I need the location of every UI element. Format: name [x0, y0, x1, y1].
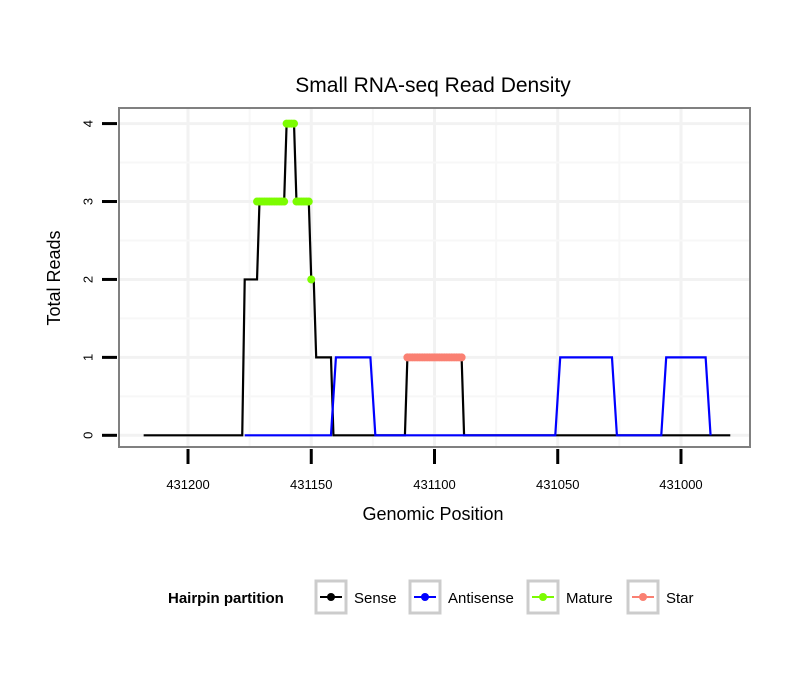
plot-border — [118, 107, 751, 448]
y-tick-label: 3 — [80, 198, 95, 205]
x-tick-label: 431200 — [166, 477, 209, 492]
legend-key-point-antisense — [421, 593, 429, 601]
legend-key-point-star — [639, 593, 647, 601]
y-tick-label: 2 — [80, 276, 95, 283]
data-point-mature — [280, 197, 289, 206]
legend-label-star: Star — [666, 590, 694, 607]
series-layer — [143, 119, 731, 437]
x-tick-label: 431000 — [659, 477, 702, 492]
y-axis-title: Total Reads — [44, 230, 64, 325]
series-line-sense — [143, 122, 731, 437]
x-tick-label: 431100 — [413, 477, 455, 492]
y-tick-label: 0 — [80, 432, 95, 439]
legend-label-antisense: Antisense — [448, 590, 514, 607]
x-tick-label: 431150 — [290, 477, 332, 492]
legend-label-mature: Mature — [566, 590, 613, 607]
chart-title: Small RNA-seq Read Density — [295, 74, 571, 97]
data-point-mature — [307, 275, 316, 284]
data-point-mature — [304, 197, 313, 206]
legend-key-point-sense — [327, 593, 335, 601]
axes: 431200 431150 431100 431050 431000 0 1 2 3 4 — [80, 120, 702, 492]
legend-title: Hairpin partition — [168, 590, 284, 607]
x-tick-label: 431050 — [536, 477, 579, 492]
y-tick-label: 4 — [80, 120, 95, 127]
y-tick-label: 1 — [80, 354, 95, 361]
data-point-star — [457, 353, 466, 362]
series-line-antisense — [244, 356, 712, 437]
data-point-mature — [290, 119, 299, 128]
legend-label-sense: Sense — [354, 590, 397, 607]
legend-key-point-mature — [539, 593, 547, 601]
legend: Hairpin partition Sense Antisense Mature St… — [168, 579, 694, 615]
x-axis-title: Genomic Position — [362, 504, 503, 524]
legend-items: Sense Antisense Mature Star — [314, 579, 694, 615]
